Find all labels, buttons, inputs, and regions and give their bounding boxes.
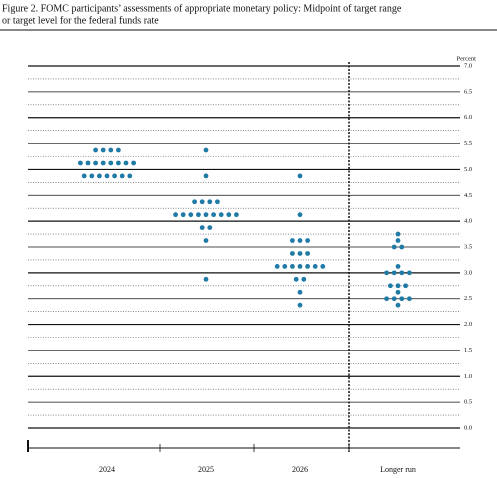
dot (108, 147, 114, 153)
y-axis-label: Percent (457, 55, 477, 62)
dot (297, 251, 303, 256)
dot (127, 173, 133, 179)
dot (384, 296, 389, 302)
dot (384, 270, 389, 276)
y-tick-label: 3.5 (464, 243, 472, 250)
x-tick-label: 2024 (99, 465, 115, 474)
dot (395, 302, 401, 308)
y-tick-label: 0.5 (464, 399, 472, 406)
dot (391, 270, 397, 276)
y-tick-label: 4.0 (464, 218, 472, 225)
x-tick-label: 2026 (292, 465, 308, 474)
dot (274, 263, 280, 269)
y-tick-label: 5.0 (464, 166, 472, 173)
y-tick-label: 6.5 (464, 88, 472, 95)
dot (399, 296, 405, 302)
dot (173, 212, 179, 218)
dot (297, 289, 303, 295)
dot (301, 276, 307, 282)
dot (290, 238, 295, 243)
chart-title: Figure 2. FOMC participants’ assessments… (2, 3, 402, 14)
dot (282, 263, 288, 269)
dot (93, 147, 98, 153)
dot (203, 147, 209, 153)
dot (207, 225, 213, 231)
dot (305, 238, 310, 243)
y-tick-label: 2.0 (464, 321, 472, 328)
dot (297, 212, 303, 218)
dot (399, 244, 405, 250)
dot (293, 276, 299, 282)
x-tick-label: 2025 (198, 465, 214, 474)
dot (78, 160, 83, 166)
dot (391, 296, 397, 302)
dot (203, 212, 209, 218)
dot (196, 212, 201, 218)
dot (407, 270, 412, 276)
dot (305, 251, 310, 256)
y-tick-label: 4.5 (464, 192, 472, 199)
dot (116, 147, 121, 153)
y-tick-label: 5.5 (464, 140, 472, 147)
dot (305, 263, 310, 269)
dot (297, 263, 303, 269)
dot (320, 263, 326, 269)
dot (403, 283, 408, 289)
dot (180, 212, 186, 218)
dot (395, 231, 401, 237)
dot (188, 212, 194, 218)
y-tick-label: 1.5 (464, 347, 472, 354)
dot (108, 160, 114, 166)
y-tick-label: 1.0 (464, 373, 472, 380)
dot (97, 173, 102, 179)
dot (312, 263, 318, 269)
dot (407, 296, 412, 302)
dot (119, 173, 125, 179)
dot (395, 283, 401, 289)
x-tick-label: Longer run (380, 465, 416, 474)
dot (203, 238, 209, 243)
y-tick-label: 0.0 (464, 424, 472, 431)
dot (297, 173, 303, 179)
dot (81, 173, 87, 179)
dot (297, 238, 303, 243)
dot (131, 160, 137, 166)
dot (192, 199, 198, 205)
dot (395, 238, 401, 243)
dot (290, 251, 295, 256)
dot (199, 199, 205, 205)
dot (85, 160, 91, 166)
dot (100, 147, 106, 153)
dot (395, 263, 401, 269)
y-tick-label: 3.0 (464, 269, 472, 276)
dot (123, 160, 129, 166)
dot (207, 199, 213, 205)
dot (218, 212, 224, 218)
dot (391, 244, 397, 250)
dot (226, 212, 232, 218)
y-tick-label: 7.0 (464, 62, 472, 69)
dot (290, 263, 295, 269)
dot (215, 199, 220, 205)
dot (297, 302, 303, 308)
dot (89, 173, 95, 179)
chart-title: or target level for the federal funds ra… (2, 15, 159, 26)
dot (104, 173, 110, 179)
dot (203, 173, 209, 179)
dot (93, 160, 98, 166)
dot (211, 212, 217, 218)
dot (203, 276, 209, 282)
dot (234, 212, 239, 218)
dot (112, 173, 117, 179)
dot (199, 225, 205, 231)
dot (399, 270, 405, 276)
dot (116, 160, 121, 166)
dot (395, 289, 401, 295)
dot (388, 283, 393, 289)
dot (100, 160, 106, 166)
y-tick-label: 6.0 (464, 114, 472, 121)
y-tick-label: 2.5 (464, 295, 472, 302)
